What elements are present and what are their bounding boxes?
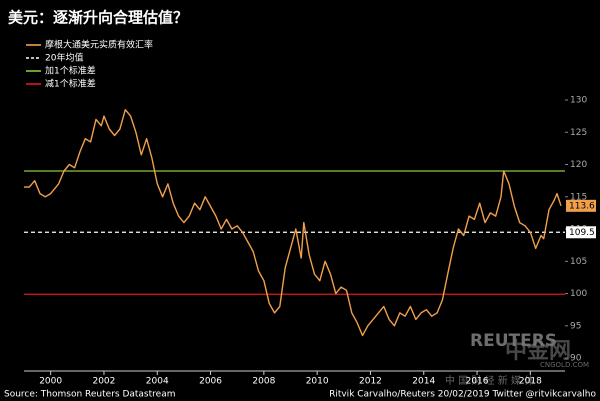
value-label-box [566, 226, 596, 239]
source: Source: Thomson Reuters Datastream [4, 390, 175, 400]
y-tick-label: 90 [570, 354, 582, 364]
series-line [24, 109, 562, 337]
y-tick-label: 130 [570, 96, 587, 106]
x-tick-label: 2012 [359, 377, 382, 387]
watermark: 中金网 [505, 338, 571, 364]
y-tick-label: 105 [570, 257, 587, 267]
y-tick-label: 120 [570, 160, 587, 170]
legend-label: 加1个标准差 [45, 65, 96, 77]
watermark: CNGOLD.COM [540, 361, 589, 369]
x-tick-label: 2018 [519, 377, 542, 387]
legend-label: 摩根大通美元实质有效汇率 [45, 39, 153, 51]
x-tick-label: 2004 [146, 377, 169, 387]
x-tick-label: 2016 [466, 377, 489, 387]
legend-label: 减1个标准差 [45, 78, 96, 90]
x-tick-label: 2008 [252, 377, 275, 387]
y-tick-label: 125 [570, 128, 587, 138]
value-label-box [566, 199, 596, 212]
watermark: 中 国 财 经 新 媒 体 [445, 374, 534, 387]
value-label: 113.6 [569, 201, 595, 211]
credit: Ritvik Carvalho/Reuters 20/02/2019 Twitt… [329, 390, 596, 400]
y-tick-label: 100 [570, 289, 587, 299]
x-tick-label: 2014 [412, 377, 435, 387]
watermark: REUTERS [470, 331, 557, 351]
x-tick-label: 2006 [199, 377, 222, 387]
y-tick-label: 115 [570, 192, 587, 202]
x-tick-label: 2010 [306, 377, 329, 387]
value-label: 109.5 [569, 228, 595, 238]
x-tick-label: 2002 [92, 377, 115, 387]
legend-label: 20年均值 [45, 52, 83, 64]
x-tick-label: 2000 [39, 377, 62, 387]
y-tick-label: 95 [570, 321, 581, 331]
chart-title: 美元：逐渐升向合理估值？ [8, 9, 188, 27]
